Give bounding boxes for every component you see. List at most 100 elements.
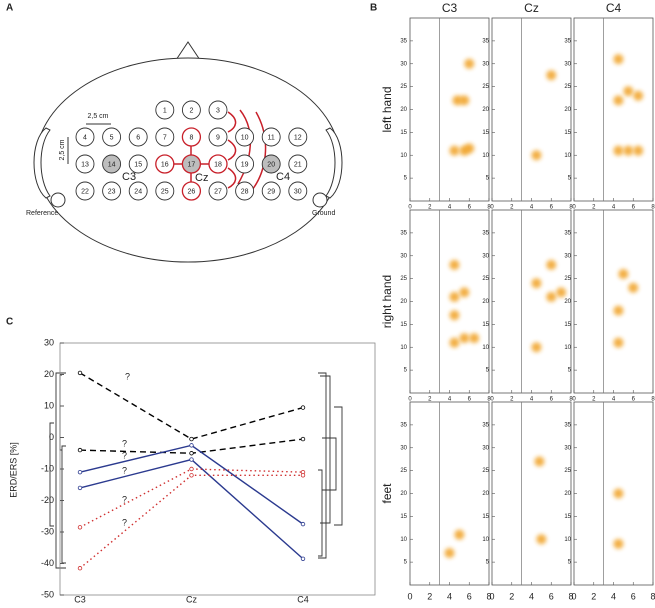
y-tick-label: 35 [564,230,571,236]
x-tick-label: 2 [592,397,596,403]
y-tick-label: 5 [568,368,572,374]
electrode-number: 4 [83,134,87,141]
activation-blob [633,145,644,156]
y-tick-label: 30 [44,337,54,347]
x-tick-label: 6 [549,591,554,601]
electrode-number: 17 [188,161,196,168]
electrode [288,154,308,174]
y-tick-label: 10 [564,345,571,351]
electrode-number: 6 [136,134,140,141]
series-line [79,468,304,528]
y-tick-label: 10 [482,345,489,351]
y-tick-label: 20 [482,491,489,497]
electrode-number: 7 [163,134,167,141]
x-tick-label: 0 [571,591,576,601]
y-tick-label: 35 [400,230,407,236]
x-tick-label: 8 [650,591,655,601]
y-tick-label: 35 [564,422,571,428]
activation-blob [613,95,624,106]
annotation: ? [122,438,127,448]
y-tick-label: 15 [564,130,571,136]
y-tick-label: -10 [41,463,54,473]
y-tick-label: 25 [482,276,489,282]
activation-blob [546,291,557,302]
y-tick-label: 15 [482,514,489,520]
electrode-number: 9 [216,134,220,141]
y-tick-label: 10 [400,537,407,543]
y-tick-label: 25 [482,84,489,90]
spacing-label: 2,5 cm [59,139,66,160]
y-tick-label: 15 [564,514,571,520]
y-tick-label: 35 [564,38,571,44]
y-tick-label: 10 [400,345,407,351]
x-tick-label: 6 [468,205,472,211]
point [300,405,306,410]
electrode-number: 8 [189,134,193,141]
y-tick-label: 5 [404,368,408,374]
point [77,447,83,453]
activation-blob [613,54,624,65]
x-tick-label: 4 [612,205,616,211]
electrode-number: 5 [110,134,114,141]
y-tick-label: 15 [564,322,571,328]
activation-blob [531,278,542,289]
activation-blob [546,259,557,270]
y-tick-label: 15 [482,322,489,328]
x-tick-label: 4 [447,591,452,601]
x-tick-label: 8 [651,205,655,211]
electrode [261,181,281,201]
panel-label: C [6,317,13,328]
electrode-number: 24 [134,188,142,195]
x-tick-label: 8 [569,205,573,211]
series-line [79,474,303,569]
y-tick-label: 25 [400,468,407,474]
x-tick-label: 4 [529,591,534,601]
y-tick-label: -50 [41,589,54,599]
plot-frame [491,401,572,586]
electrode-number: 25 [161,188,169,195]
y-axis-label: ERD/ERS [%] [8,442,18,498]
activation-blob [444,547,455,558]
electrode [181,100,201,120]
electrode [181,154,202,174]
y-tick-label: -20 [41,495,54,505]
y-tick-label: 5 [404,176,408,182]
activation-blob [613,538,624,549]
y-tick-label: 10 [44,400,54,410]
point [189,451,194,456]
y-tick-label: 30 [400,253,407,259]
y-tick-label: -40 [41,558,54,568]
x-tick-label: 0 [490,205,494,211]
x-tick-label: C4 [297,594,309,604]
activation-blob [449,310,460,321]
y-tick-label: 30 [482,253,489,259]
activation-blob [534,456,545,467]
electrode-number: 19 [241,161,249,168]
activation-blob [613,305,624,316]
point [300,436,306,442]
y-tick-label: 20 [400,107,407,113]
x-tick-label: 6 [632,397,636,403]
electrode [102,127,122,147]
y-tick-label: 30 [564,253,571,259]
panel-label: A [6,3,13,14]
electrode-number: 1 [163,107,167,114]
plot-frame [409,17,490,202]
x-tick-label: 6 [631,591,636,601]
plot-frame [409,209,490,394]
electrode [75,181,95,201]
y-tick-label: 5 [404,560,408,566]
plot-frame [573,17,654,202]
y-tick-label: 35 [482,230,489,236]
y-tick-label: 20 [564,491,571,497]
y-tick-label: 0 [49,432,54,442]
activation-blob [459,95,470,106]
electrode-number: 20 [267,161,275,168]
point [300,556,306,561]
x-tick-label: 6 [468,397,472,403]
x-tick-label: 4 [448,397,452,403]
activation-blob [464,143,475,154]
y-tick-label: 25 [564,276,571,282]
y-tick-label: 15 [400,130,407,136]
electrode [235,181,255,201]
